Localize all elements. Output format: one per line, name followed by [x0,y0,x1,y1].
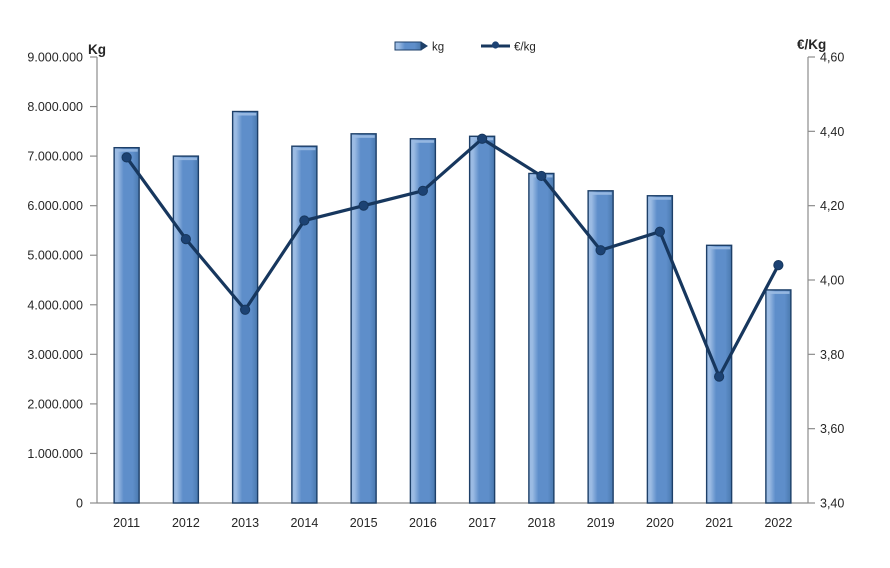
bar-top-highlight [648,197,671,200]
right-axis-title: €/Kg [797,37,826,52]
bar-top-highlight [352,135,375,138]
bar-2020 [646,195,674,504]
category-label-2022: 2022 [764,516,792,530]
bar-top-highlight [174,157,197,161]
category-label-2014: 2014 [290,516,318,530]
left-axis-tick-label: 0 [76,497,83,511]
category-label-2020: 2020 [646,516,674,530]
bar-top-highlight [767,291,790,294]
legend: kg €/kg [394,41,536,54]
right-axis-tick-label: 4,60 [820,51,844,65]
left-axis-tick-label: 9.000.000 [27,51,83,65]
line-marker-2013 [240,304,251,315]
line-marker-2019 [595,245,606,256]
line-marker-2011 [121,152,132,163]
left-axis-tick-label: 4.000.000 [27,298,83,312]
bar-top-highlight [293,147,316,151]
bar-2018 [528,172,555,504]
bar-top-highlight [589,192,612,195]
bar-top-highlight [234,112,257,116]
bar-top-highlight [411,140,434,143]
line-marker-2020 [654,226,665,237]
bar-2019 [587,190,614,504]
bar-2012 [172,155,200,504]
category-label-2016: 2016 [409,516,437,530]
category-label-2012: 2012 [172,516,200,530]
category-label-2021: 2021 [705,516,733,530]
right-axis-tick-label: 4,40 [820,125,844,139]
right-axis-tick-label: 3,40 [820,497,844,511]
price-line [125,137,780,379]
bar-2016 [409,138,437,504]
category-label-2011: 2011 [113,516,140,530]
bar-2015 [350,133,377,504]
left-axis-tick-label: 2.000.000 [27,397,83,411]
right-axis-tick-label: 3,80 [820,348,844,362]
legend-label-kg: kg [432,42,444,54]
bar-series [113,110,792,504]
line-series [121,133,784,382]
left-axis-tick-label: 8.000.000 [27,100,83,114]
bar-top-highlight [115,149,138,152]
line-marker-2012 [180,234,191,245]
left-axis-tick-label: 7.000.000 [27,150,83,164]
line-marker-2021 [714,371,725,382]
legend-label-eur-kg: €/kg [514,42,536,54]
left-axis-tick-label: 1.000.000 [27,447,83,461]
line-marker-2016 [417,185,428,196]
legend-bar-swatch [394,41,422,51]
legend-bar-swatch-tip [421,41,428,51]
bar-2011 [113,146,140,504]
line-marker-2018 [536,170,547,182]
line-marker-2014 [299,215,310,226]
legend-line-marker [491,41,500,49]
left-axis-title: Kg [88,42,106,57]
right-axis-tick-label: 4,00 [820,274,844,288]
category-label-2017: 2017 [468,516,496,530]
line-marker-2017 [477,133,488,144]
left-axis-tick-label: 5.000.000 [27,249,83,263]
category-label-2013: 2013 [231,516,259,530]
line-marker-2022 [773,260,784,271]
right-axis-tick-label: 4,20 [820,199,844,213]
bar-2014 [291,145,318,504]
category-label-2015: 2015 [350,516,378,530]
right-axis-tick-label: 3,60 [820,422,844,436]
bar-2017 [468,135,496,504]
left-axis-tick-label: 6.000.000 [27,199,83,213]
category-label-2018: 2018 [527,516,555,530]
left-axis-tick-label: 3.000.000 [27,348,83,362]
bar-top-highlight [708,246,731,250]
line-marker-2015 [358,200,369,211]
bar-2022 [765,289,792,504]
category-label-2019: 2019 [587,516,615,530]
